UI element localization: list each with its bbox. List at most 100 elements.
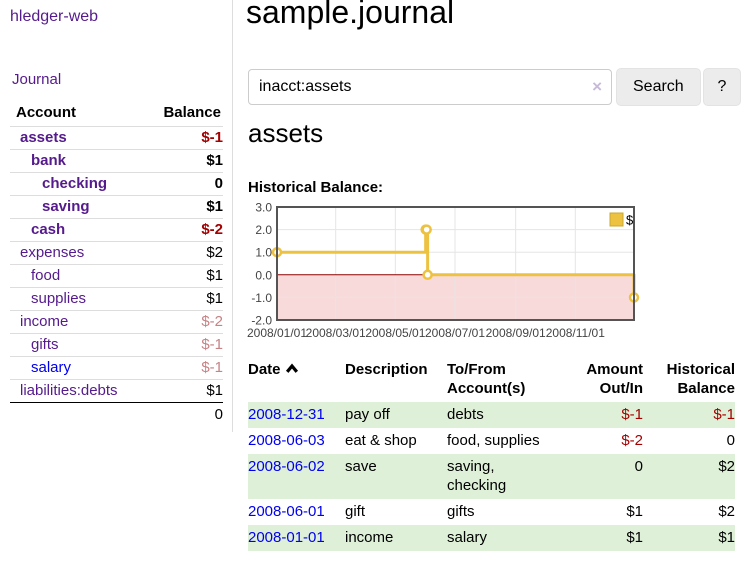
main-content: sample.journal × Search ? assets Histori… — [246, 0, 742, 582]
account-link[interactable]: assets — [20, 129, 67, 146]
legend-label: $ — [626, 213, 634, 228]
x-axis-tick-label: 2008/03/01 — [306, 326, 366, 340]
transaction-amount: $1 — [626, 529, 643, 546]
transaction-balance: $-1 — [713, 406, 735, 423]
account-link[interactable]: supplies — [31, 290, 87, 307]
help-button[interactable]: ? — [703, 68, 741, 106]
account-row: food $1 — [10, 264, 223, 288]
account-balance: $1 — [206, 382, 223, 399]
search-box: × — [248, 69, 612, 105]
y-axis-tick-label: -1.0 — [251, 291, 272, 305]
account-name-cell: food — [10, 265, 142, 288]
transaction-date-link[interactable]: 2008-06-02 — [248, 458, 325, 475]
account-balance: $-2 — [201, 221, 223, 238]
accounts-table: Account Balance assets $-1 bank $1 checking 0… — [10, 100, 223, 426]
transaction-balance: $2 — [718, 458, 735, 475]
search-input[interactable] — [248, 69, 612, 105]
account-name-cell: assets — [10, 127, 142, 150]
account-link[interactable]: expenses — [20, 244, 85, 261]
search-button[interactable]: Search — [616, 68, 701, 106]
transaction-date-cell: 2008-06-03 — [248, 428, 345, 454]
transaction-date-link[interactable]: 2008-12-31 — [248, 406, 325, 423]
app-title-link[interactable]: hledger-web — [10, 8, 99, 25]
transaction-date-link[interactable]: 2008-06-03 — [248, 432, 325, 449]
y-axis-tick-label: 0.0 — [255, 268, 272, 282]
account-link[interactable]: saving — [42, 198, 90, 215]
account-row: income $-2 — [10, 310, 223, 334]
register-table: Date Description To/From Account(s) Amou… — [248, 357, 735, 551]
accounts-total-spacer — [10, 402, 143, 426]
account-balance: 0 — [214, 175, 223, 192]
y-axis-tick-label: 3.0 — [255, 201, 272, 215]
register-header-row: Date Description To/From Account(s) Amou… — [248, 357, 735, 402]
transaction-date-link[interactable]: 2008-06-01 — [248, 503, 325, 520]
sidebar-item-journal[interactable]: Journal — [12, 71, 62, 88]
transaction-accounts: gifts — [447, 503, 475, 520]
chart-title: Historical Balance: — [248, 179, 384, 196]
account-row: assets $-1 — [10, 126, 223, 150]
account-link[interactable]: food — [31, 267, 61, 284]
clear-search-icon[interactable]: × — [592, 77, 602, 96]
register-header-description: Description — [345, 361, 428, 378]
account-link[interactable]: gifts — [31, 336, 59, 353]
account-balance: $1 — [206, 267, 223, 284]
account-balance: $-1 — [201, 129, 223, 146]
account-row: checking 0 — [10, 172, 223, 196]
account-name-cell: cash — [10, 219, 142, 242]
account-link[interactable]: salary — [31, 359, 72, 376]
x-axis-tick-label: 2008/01/01 — [247, 326, 307, 340]
transaction-row: 2008-06-02 save saving, checking 0 $2 — [248, 454, 735, 499]
y-axis-tick-label: 1.0 — [255, 246, 272, 260]
transaction-balance: $2 — [718, 503, 735, 520]
account-link[interactable]: checking — [42, 175, 108, 192]
legend-swatch — [609, 212, 624, 227]
transaction-row: 2008-06-03 eat & shop food, supplies $-2 0 — [248, 428, 735, 454]
transaction-date-cell: 2008-06-02 — [248, 454, 345, 499]
data-point-marker — [421, 224, 432, 235]
transaction-accounts: salary — [447, 529, 488, 546]
y-axis-tick-label: 2.0 — [255, 223, 272, 237]
account-name-cell: salary — [10, 357, 142, 380]
account-balance: $-1 — [201, 336, 223, 353]
transaction-row: 2008-01-01 income salary $1 $1 — [248, 525, 735, 551]
account-name-cell: gifts — [10, 334, 142, 357]
account-balance: $1 — [206, 198, 223, 215]
account-balance: $-2 — [201, 313, 223, 330]
transaction-amount: $-1 — [621, 406, 643, 423]
x-axis-tick-label: 2008/05/01 — [365, 326, 425, 340]
register-header-date-label: Date — [248, 361, 281, 378]
accounts-header-account: Account — [10, 100, 143, 127]
transaction-amount: 0 — [634, 458, 643, 475]
transaction-date-cell: 2008-06-01 — [248, 499, 345, 525]
account-link[interactable]: liabilities:debts — [20, 382, 118, 399]
account-link[interactable]: cash — [31, 221, 66, 238]
accounts-header-balance: Balance — [142, 100, 223, 127]
transaction-description: pay off — [345, 406, 390, 423]
transaction-date-cell: 2008-01-01 — [248, 525, 345, 551]
transaction-description: eat & shop — [345, 432, 417, 449]
account-link[interactable]: bank — [31, 152, 67, 169]
page-title: sample.journal — [246, 0, 455, 30]
transaction-date-link[interactable]: 2008-01-01 — [248, 529, 325, 546]
transaction-row: 2008-12-31 pay off debts $-1 $-1 — [248, 402, 735, 428]
account-link[interactable]: income — [20, 313, 69, 330]
account-name-cell: checking — [10, 173, 142, 196]
x-axis-tick-label: 2008/09/01 — [486, 326, 546, 340]
transaction-balance: 0 — [726, 432, 735, 449]
x-axis-tick-label: 2008/07/01 — [425, 326, 485, 340]
account-name-cell: bank — [10, 150, 142, 173]
account-balance: $1 — [206, 290, 223, 307]
register-header-account: To/From Account(s) — [447, 361, 526, 397]
y-axis-tick-label: -2.0 — [251, 314, 272, 328]
account-heading: assets — [248, 118, 324, 148]
transaction-amount: $-2 — [621, 432, 643, 449]
transaction-accounts: saving, checking — [447, 458, 507, 494]
accounts-total-balance: 0 — [142, 402, 223, 426]
accounts-total-row: 0 — [10, 402, 223, 426]
account-row: liabilities:debts $1 — [10, 379, 223, 403]
transaction-row: 2008-06-01 gift gifts $1 $2 — [248, 499, 735, 525]
register-header-amount: Amount Out/In — [586, 361, 643, 397]
account-name-cell: liabilities:debts — [10, 380, 142, 403]
register-header-date[interactable]: Date — [248, 357, 345, 402]
